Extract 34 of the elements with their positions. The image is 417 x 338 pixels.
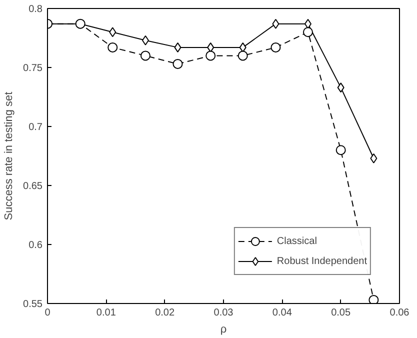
point [337,82,344,93]
point [206,50,216,61]
point [140,50,150,61]
point [207,42,214,52]
x-tick-label: 0.04 [272,308,292,318]
point [302,27,313,38]
y-tick-label: 0.7 [28,122,43,133]
y-tick-label: 0.8 [28,4,43,15]
point [109,27,116,38]
legend-label: Classical [276,236,317,246]
point [174,42,182,52]
point [336,145,346,156]
point [304,18,312,29]
y-tick-label: 0.6 [28,240,43,251]
point [238,50,248,61]
point [239,42,246,52]
x-tick-label: 0.03 [214,308,234,318]
y-tick-label: 0.65 [23,181,43,192]
y-tick-label: 0.55 [23,299,43,310]
point [142,35,149,46]
point [270,42,281,52]
point [172,58,183,69]
x-tick-label: 0.01 [96,308,116,318]
x-tick-label: 0.02 [155,308,176,318]
y-axis-title: Success rate in testing set [3,92,16,220]
x-tick-label: 0.06 [390,308,410,318]
x-tick-label: 0 [44,308,51,318]
y-tick-label: 0.75 [23,63,43,74]
point [272,18,280,29]
point [370,153,378,164]
point [108,42,118,52]
legend-label: Robust Independent [276,256,367,266]
x-tick-label: 0.05 [331,308,352,318]
x-axis-title: ρ [220,324,227,336]
